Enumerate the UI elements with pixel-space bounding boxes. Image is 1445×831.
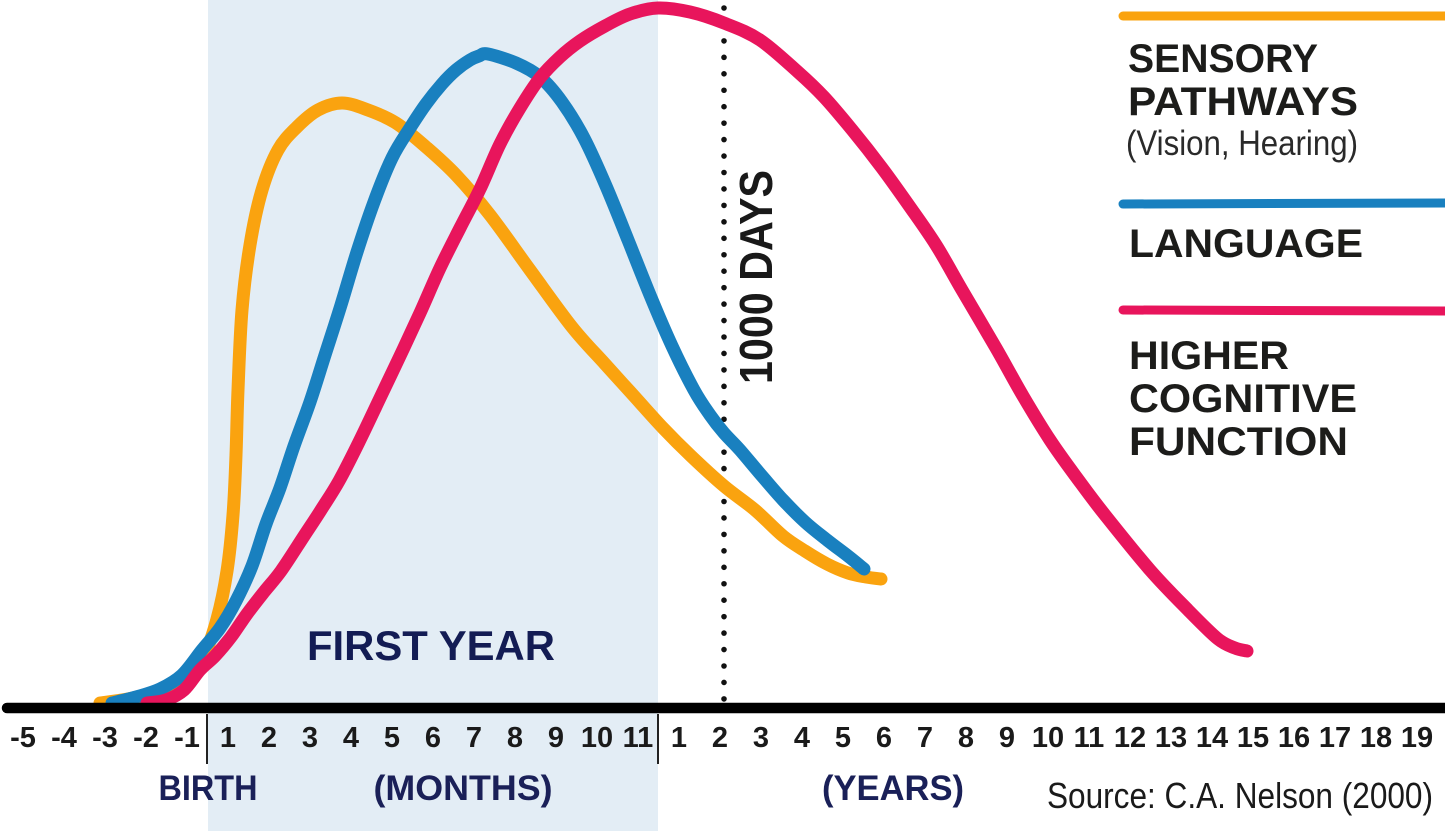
svg-text:4: 4 [794, 722, 810, 754]
svg-text:6: 6 [425, 722, 441, 754]
svg-text:8: 8 [958, 722, 974, 754]
svg-text:2: 2 [712, 722, 728, 754]
svg-text:7: 7 [917, 722, 933, 754]
svg-text:5: 5 [835, 722, 851, 754]
svg-text:(Vision, Hearing): (Vision, Hearing) [1126, 124, 1358, 163]
svg-text:15: 15 [1237, 722, 1269, 754]
svg-text:16: 16 [1278, 722, 1310, 754]
svg-text:5: 5 [384, 722, 400, 754]
svg-text:10: 10 [1032, 722, 1064, 754]
svg-text:3: 3 [302, 722, 318, 754]
svg-text:3: 3 [753, 722, 769, 754]
svg-text:LANGUAGE: LANGUAGE [1129, 222, 1363, 266]
svg-text:7: 7 [466, 722, 482, 754]
svg-text:9: 9 [999, 722, 1015, 754]
svg-text:18: 18 [1360, 722, 1392, 754]
svg-text:1: 1 [220, 722, 236, 754]
svg-text:COGNITIVE: COGNITIVE [1129, 377, 1357, 421]
svg-text:9: 9 [548, 722, 564, 754]
svg-text:12: 12 [1114, 722, 1146, 754]
svg-text:-4: -4 [51, 722, 77, 754]
svg-text:BIRTH: BIRTH [159, 769, 258, 808]
svg-text:-2: -2 [133, 722, 159, 754]
svg-text:14: 14 [1196, 722, 1228, 754]
svg-text:11: 11 [623, 722, 654, 754]
svg-text:PATHWAYS: PATHWAYS [1128, 80, 1358, 124]
svg-text:SENSORY: SENSORY [1128, 37, 1318, 81]
svg-text:-5: -5 [10, 722, 36, 754]
svg-text:(MONTHS): (MONTHS) [374, 769, 553, 808]
svg-text:17: 17 [1319, 722, 1351, 754]
svg-text:13: 13 [1155, 722, 1187, 754]
svg-text:Source: C.A. Nelson (2000): Source: C.A. Nelson (2000) [1047, 775, 1433, 816]
svg-text:1: 1 [671, 722, 687, 754]
svg-text:-3: -3 [92, 722, 118, 754]
svg-text:(YEARS): (YEARS) [822, 769, 964, 808]
svg-text:6: 6 [876, 722, 892, 754]
svg-text:HIGHER: HIGHER [1129, 334, 1289, 378]
svg-text:FUNCTION: FUNCTION [1129, 420, 1348, 464]
svg-text:-1: -1 [174, 722, 200, 754]
svg-text:10: 10 [581, 722, 613, 754]
svg-text:2: 2 [261, 722, 277, 754]
svg-text:FIRST YEAR: FIRST YEAR [307, 622, 555, 669]
svg-text:1000 DAYS: 1000 DAYS [730, 170, 782, 384]
svg-text:8: 8 [507, 722, 523, 754]
svg-text:11: 11 [1074, 722, 1105, 754]
svg-text:19: 19 [1401, 722, 1433, 754]
svg-text:4: 4 [343, 722, 359, 754]
